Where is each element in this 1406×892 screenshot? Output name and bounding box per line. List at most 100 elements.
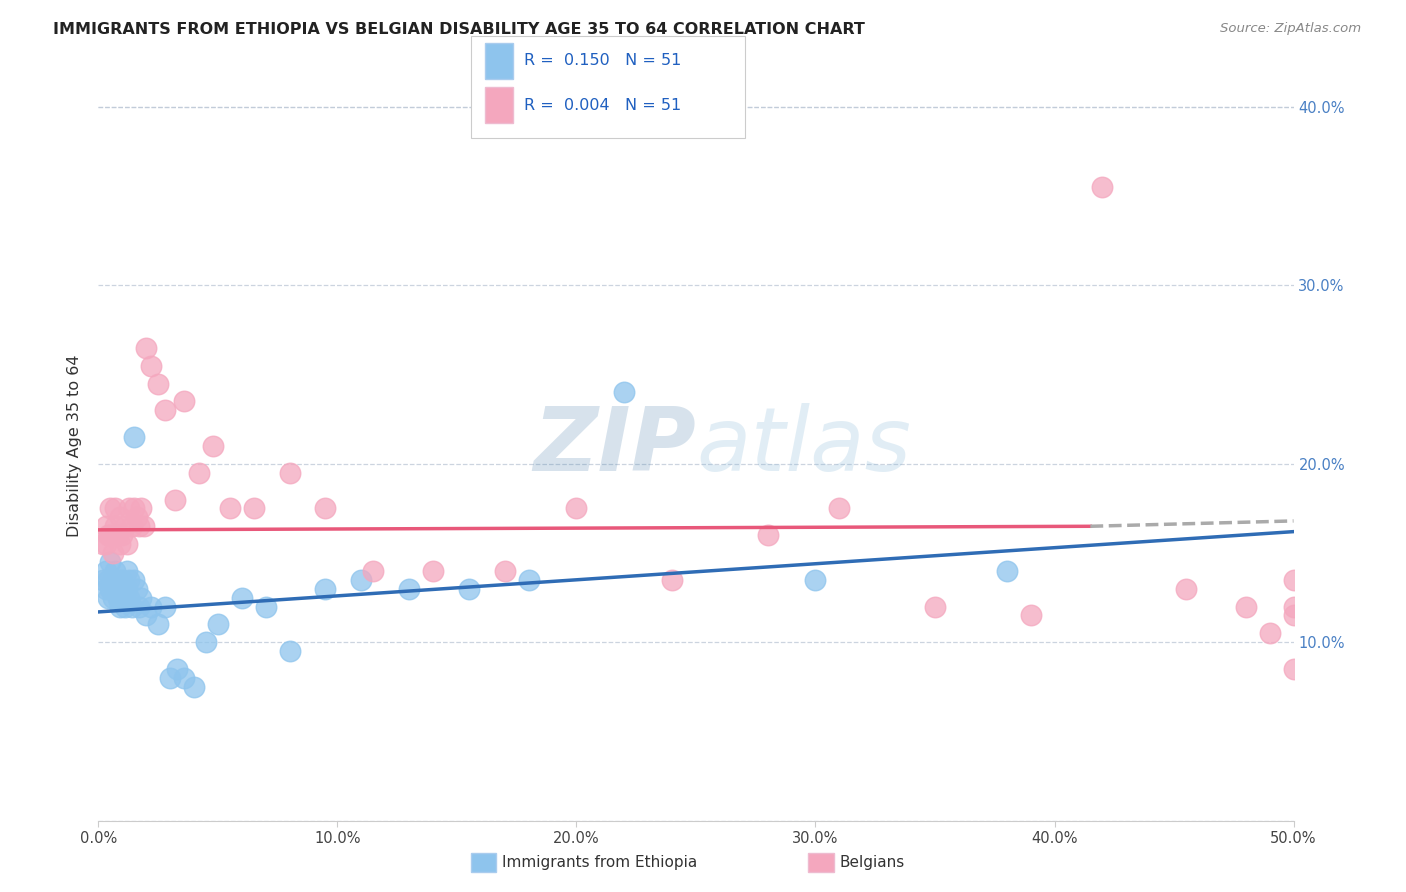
Point — [98, 501, 122, 516]
Point — [108, 537, 131, 551]
Point — [187, 466, 209, 480]
Point — [115, 537, 138, 551]
Point — [155, 403, 177, 417]
Point — [350, 573, 373, 587]
Point — [613, 385, 636, 400]
Point — [315, 582, 337, 596]
Point — [115, 582, 138, 596]
Point — [98, 555, 122, 569]
Point — [163, 492, 186, 507]
Point — [108, 582, 131, 596]
Point — [1019, 608, 1042, 623]
Point — [91, 537, 114, 551]
Text: Immigrants from Ethiopia: Immigrants from Ethiopia — [502, 855, 697, 870]
Point — [139, 359, 162, 373]
Point — [111, 573, 134, 587]
Text: IMMIGRANTS FROM ETHIOPIA VS BELGIAN DISABILITY AGE 35 TO 64 CORRELATION CHART: IMMIGRANTS FROM ETHIOPIA VS BELGIAN DISA… — [53, 22, 865, 37]
Y-axis label: Disability Age 35 to 64: Disability Age 35 to 64 — [67, 355, 83, 537]
Point — [107, 591, 129, 605]
Point — [128, 599, 150, 614]
Point — [118, 573, 141, 587]
Point — [207, 617, 229, 632]
Point — [159, 671, 181, 685]
Point — [101, 573, 124, 587]
Point — [422, 564, 444, 578]
Point — [828, 501, 851, 516]
Point — [804, 573, 827, 587]
Point — [94, 564, 117, 578]
Point — [128, 519, 150, 533]
Point — [231, 591, 253, 605]
Point — [94, 519, 117, 533]
Point — [108, 599, 131, 614]
Point — [661, 573, 683, 587]
Point — [125, 582, 148, 596]
Point — [155, 599, 177, 614]
Point — [756, 528, 779, 542]
Text: Belgians: Belgians — [839, 855, 904, 870]
Point — [125, 510, 148, 524]
Point — [148, 376, 170, 391]
Point — [219, 501, 242, 516]
Point — [98, 528, 122, 542]
Point — [121, 519, 143, 533]
Point — [131, 501, 153, 516]
Point — [114, 599, 136, 614]
Point — [1175, 582, 1198, 596]
Point — [118, 591, 141, 605]
Point — [278, 644, 301, 658]
Point — [97, 573, 120, 587]
Point — [565, 501, 588, 516]
Point — [114, 582, 136, 596]
Point — [363, 564, 385, 578]
Text: R =  0.004   N = 51: R = 0.004 N = 51 — [524, 97, 682, 112]
Point — [1282, 599, 1305, 614]
Point — [183, 680, 205, 694]
Point — [173, 671, 195, 685]
Point — [97, 591, 120, 605]
Point — [124, 573, 146, 587]
Point — [104, 501, 127, 516]
Point — [132, 519, 155, 533]
Point — [101, 546, 124, 560]
Point — [94, 582, 117, 596]
Point — [148, 617, 170, 632]
Point — [104, 519, 127, 533]
Point — [243, 501, 266, 516]
Point — [494, 564, 516, 578]
Point — [124, 430, 146, 444]
Point — [131, 591, 153, 605]
Point — [254, 599, 277, 614]
Point — [1091, 180, 1114, 194]
Point — [995, 564, 1018, 578]
Point — [139, 599, 162, 614]
Point — [104, 564, 127, 578]
Point — [94, 537, 117, 551]
Point — [1282, 608, 1305, 623]
Text: atlas: atlas — [696, 403, 911, 489]
Point — [107, 528, 129, 542]
Point — [1282, 573, 1305, 587]
Point — [98, 582, 122, 596]
Point — [924, 599, 946, 614]
Point — [115, 564, 138, 578]
Point — [104, 582, 127, 596]
Point — [458, 582, 481, 596]
Point — [278, 466, 301, 480]
Point — [135, 608, 157, 623]
Point — [108, 510, 131, 524]
Point — [97, 528, 120, 542]
Point — [111, 528, 134, 542]
Point — [173, 394, 195, 409]
Point — [91, 573, 114, 587]
Text: Source: ZipAtlas.com: Source: ZipAtlas.com — [1220, 22, 1361, 36]
Point — [195, 635, 218, 649]
Point — [118, 501, 141, 516]
Point — [101, 591, 124, 605]
Point — [517, 573, 540, 587]
Point — [398, 582, 420, 596]
Text: R =  0.150   N = 51: R = 0.150 N = 51 — [524, 54, 682, 69]
Point — [107, 573, 129, 587]
Point — [135, 341, 157, 355]
Point — [111, 582, 134, 596]
